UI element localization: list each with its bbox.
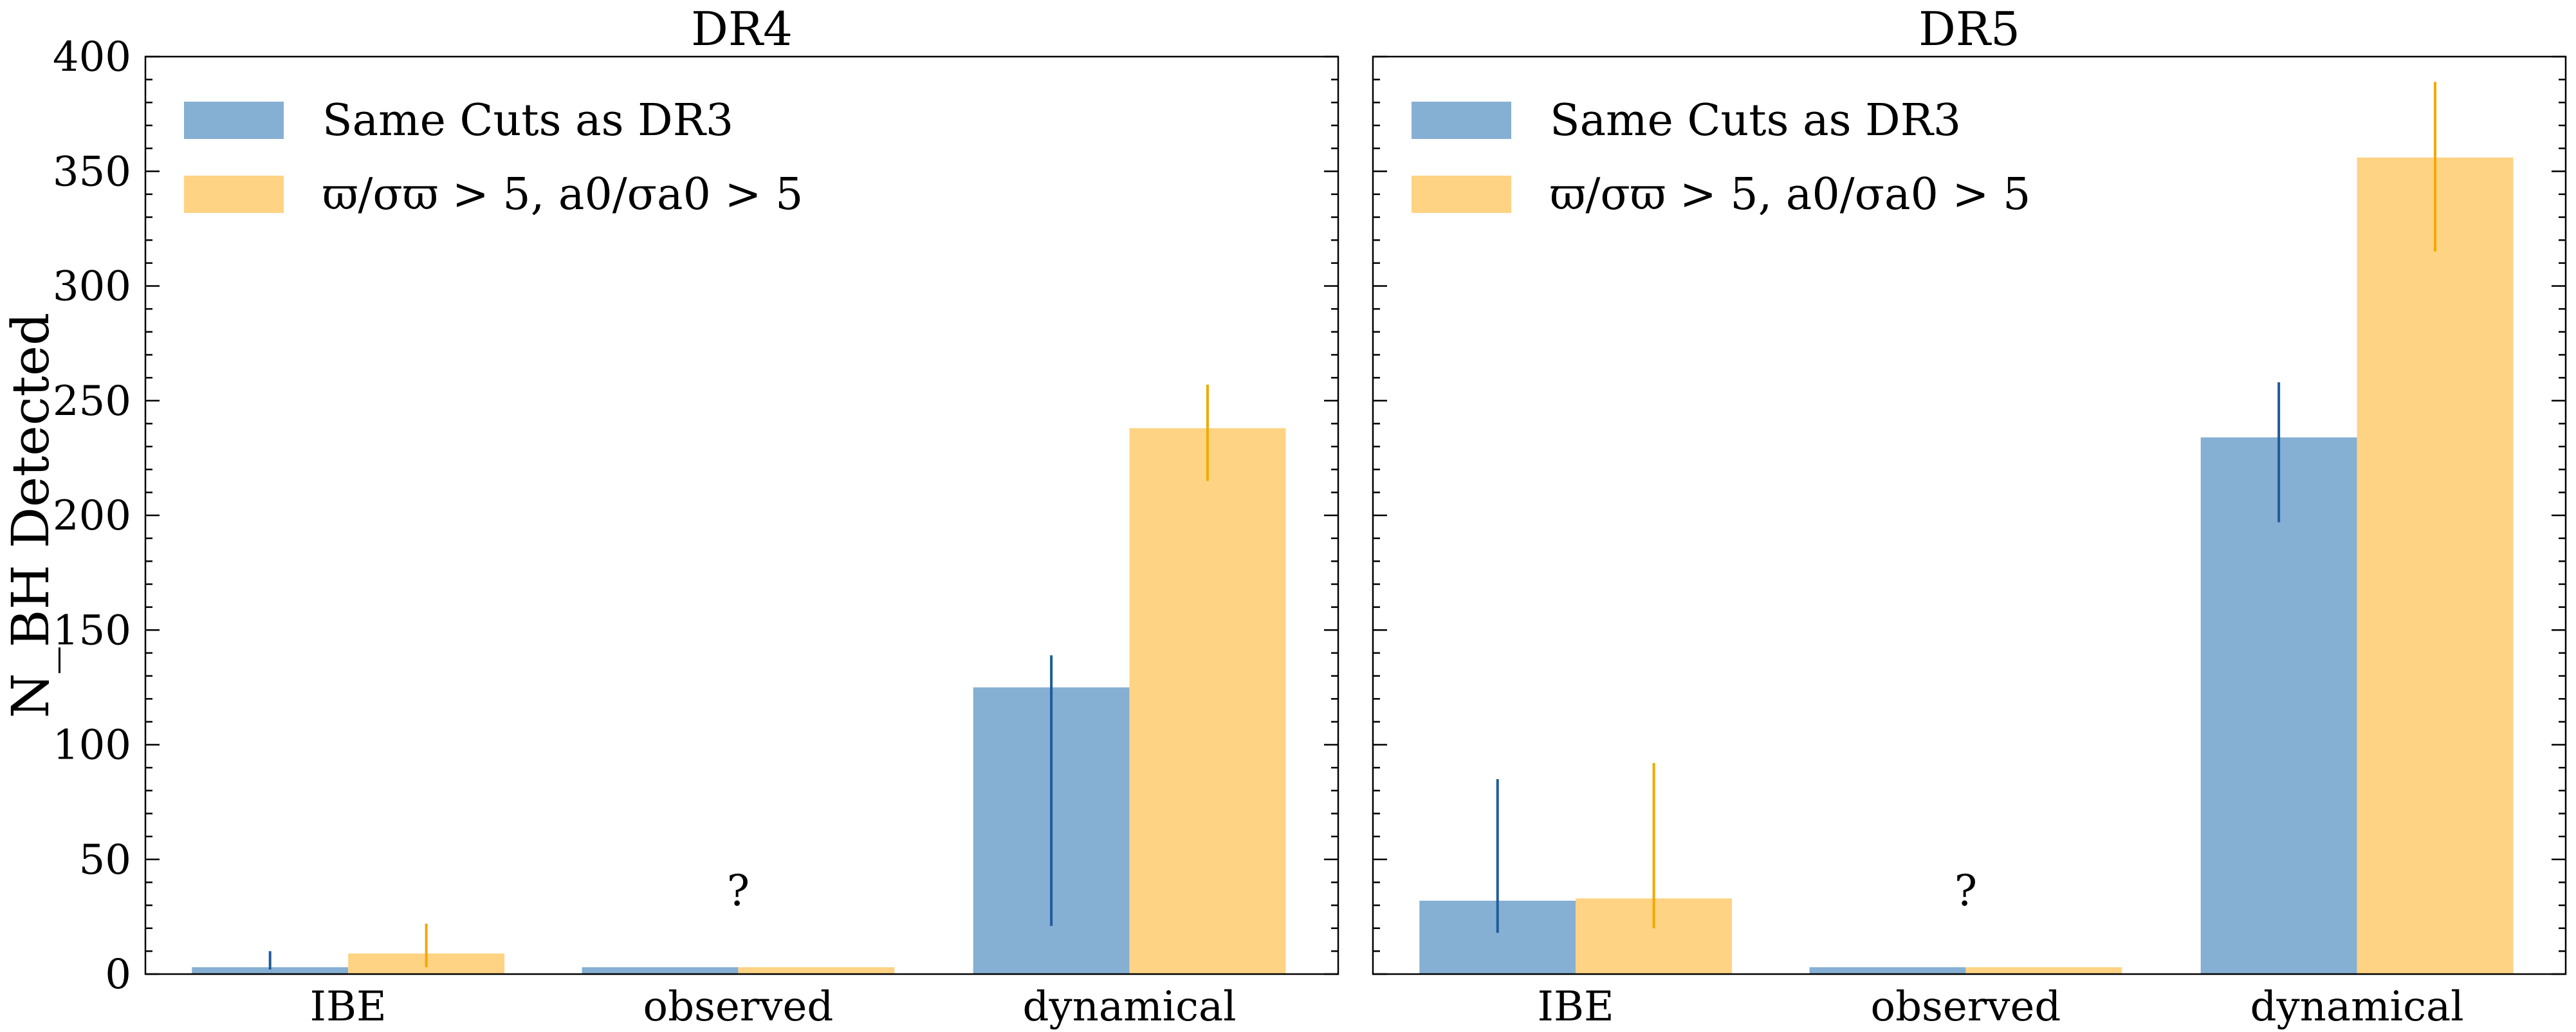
panel-dr5: IBE observed dynamical DR5? Same Cuts as DR3… — [1372, 2, 2567, 1031]
annotation-unknown: ? — [1955, 866, 1977, 916]
y-axis-label-text: N_BH Detected — [1, 313, 60, 718]
legend: Same Cuts as DR3 ϖ/σϖ > 5, a0/σa0 > 5 — [1412, 95, 2030, 220]
y-tick-label: 100 — [53, 722, 131, 769]
panel-dr4: 0 50 100 150 200 250 300 350 400 IBE observed dynam… — [53, 2, 1339, 1031]
y-tick-label: 50 — [79, 836, 131, 884]
bar-observed-series-1 — [1965, 967, 2122, 974]
y-tick-label: 200 — [53, 492, 131, 540]
y-tick-label: 250 — [53, 378, 131, 425]
legend-label-series-1: ϖ/σϖ > 5, a0/σa0 > 5 — [1550, 169, 2030, 220]
x-tick-label-IBE: IBE — [1538, 983, 1614, 1031]
panel-title: DR5 — [1918, 2, 2020, 56]
y-axis-label: N_BH Detected — [1, 313, 60, 718]
bar-IBE-series-0 — [192, 967, 349, 974]
x-tick-label-observed: observed — [643, 983, 834, 1031]
annotation-unknown: ? — [727, 866, 750, 916]
y-tick-label: 350 — [53, 148, 131, 196]
bar-dynamical-series-1 — [2357, 157, 2514, 975]
y-tick-label: 150 — [53, 607, 131, 654]
x-tick-label-IBE: IBE — [310, 983, 387, 1031]
bar-observed-series-1 — [738, 967, 895, 974]
bar-observed-series-0 — [1809, 967, 1966, 974]
y-tick-label: 300 — [53, 263, 131, 311]
legend-swatch-series-0 — [1412, 102, 1511, 139]
y-tick-label: 0 — [105, 951, 131, 999]
legend-label-series-0: Same Cuts as DR3 — [1550, 95, 1961, 146]
bar-dynamical-series-1 — [1129, 428, 1286, 974]
panel-title: DR4 — [691, 2, 793, 56]
legend-swatch-series-1 — [184, 176, 284, 213]
legend-swatch-series-0 — [184, 102, 284, 139]
legend-label-series-0: Same Cuts as DR3 — [322, 95, 733, 146]
bar-observed-series-0 — [582, 967, 739, 974]
x-tick-label-observed: observed — [1871, 983, 2061, 1031]
legend: Same Cuts as DR3 ϖ/σϖ > 5, a0/σa0 > 5 — [184, 95, 803, 220]
x-tick-label-dynamical: dynamical — [2250, 983, 2463, 1031]
y-tick-label: 400 — [53, 33, 131, 81]
legend-swatch-series-1 — [1412, 176, 1511, 213]
x-tick-label-dynamical: dynamical — [1022, 983, 1236, 1031]
bar-dynamical-series-0 — [2200, 437, 2357, 974]
legend-label-series-1: ϖ/σϖ > 5, a0/σa0 > 5 — [322, 169, 803, 220]
